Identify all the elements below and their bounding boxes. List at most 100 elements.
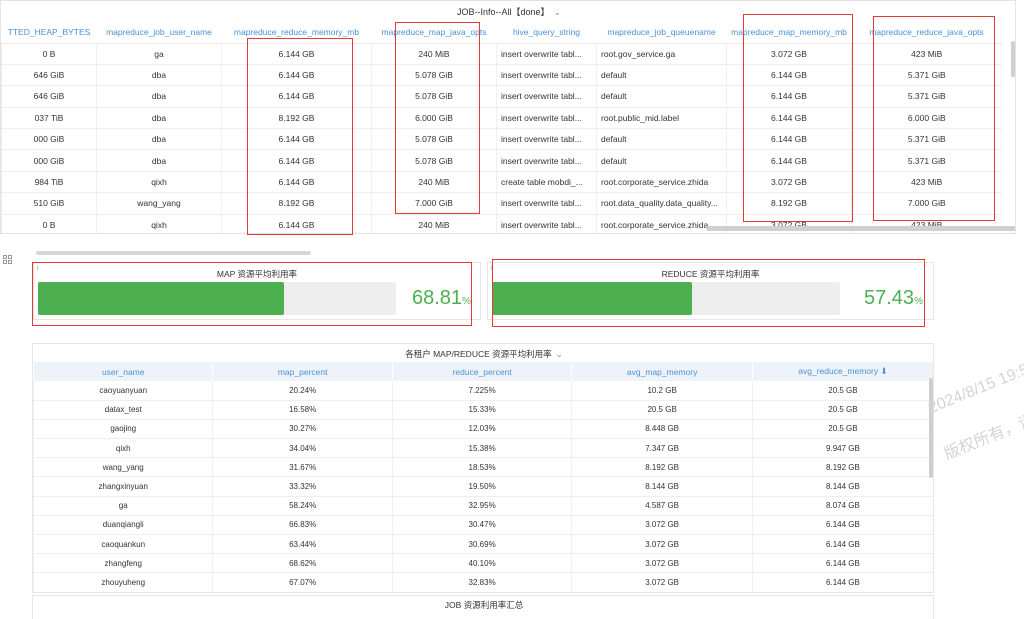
table-cell: insert overwrite tabl... xyxy=(496,85,597,108)
table-row[interactable]: caoquankun 63.44% 30.69% 3.072 GB 6.144 GB xyxy=(33,534,933,555)
table-row[interactable]: gaojing 30.27% 12.03% 8.448 GB 20.5 GB xyxy=(33,419,933,440)
table-cell: 423 MiB xyxy=(851,43,1002,65)
table-cell: 20.5 GB xyxy=(751,400,933,420)
table-cell: zhangfeng xyxy=(33,553,213,574)
table-row[interactable]: zhouyuheng 67.07% 32.83% 3.072 GB 6.144 GB xyxy=(33,572,933,592)
table-cell: 6.144 GB xyxy=(751,553,933,574)
table-cell: 6.144 GB xyxy=(221,85,372,108)
table-cell: insert overwrite tabl... xyxy=(496,214,597,233)
table-row[interactable]: 037 TiB dba 8.192 GB 6.000 GiB insert overwr… xyxy=(1,107,1002,130)
column-header[interactable]: avg_map_memory xyxy=(571,362,753,381)
job-info-table: TTED_HEAP_BYTES mapreduce_job_user_name ma… xyxy=(1,21,1002,233)
table-cell: 5.371 GiB xyxy=(851,128,1002,151)
progress-fill xyxy=(492,282,692,315)
table-cell: 20.5 GB xyxy=(571,400,753,420)
table-cell: 6.000 GiB xyxy=(371,107,497,130)
chevron-down-icon[interactable]: ⌄ xyxy=(553,7,562,17)
table-cell: qixh xyxy=(96,214,222,233)
table-row[interactable]: datax_test 16.58% 15.33% 20.5 GB 20.5 GB xyxy=(33,400,933,420)
table-cell: 20.5 GB xyxy=(751,381,933,401)
table-cell: 15.38% xyxy=(391,438,572,459)
table-cell: 40.10% xyxy=(391,553,572,574)
table-cell: caoquankun xyxy=(33,534,213,555)
vertical-scrollbar[interactable] xyxy=(1011,41,1015,77)
job-info-panel: JOB--Info--All【done】 ⌄ TTED_HEAP_BYTES map… xyxy=(0,0,1016,234)
table-cell: 8.448 GB xyxy=(571,419,753,440)
panel-title[interactable]: JOB--Info--All【done】 ⌄ xyxy=(1,5,1015,18)
watermark-text: 2024/8/15 19:52: xyxy=(926,356,1024,417)
table-cell: 3.072 GB xyxy=(571,515,753,536)
column-header[interactable]: user_name xyxy=(33,362,213,381)
table-cell: wang_yang xyxy=(33,457,213,478)
column-header[interactable]: TTED_HEAP_BYTES xyxy=(1,21,97,44)
panel-title[interactable]: JOB 资源利用率汇总 xyxy=(444,600,524,610)
table-row[interactable]: 984 TiB qixh 6.144 GB 240 MiB create table m… xyxy=(1,171,1002,194)
column-header[interactable]: mapreduce_map_java_opts xyxy=(371,21,497,44)
table-cell: 240 MiB xyxy=(371,43,497,65)
panel-title[interactable]: 各租户 MAP/REDUCE 资源平均利用率 ⌄ xyxy=(33,348,933,360)
column-header[interactable]: mapreduce_reduce_memory_mb xyxy=(221,21,372,44)
table-cell: 3.072 GB xyxy=(571,553,753,574)
table-row[interactable]: ga 58.24% 32.95% 4.587 GB 8.074 GB xyxy=(33,496,933,516)
table-cell: 9.947 GB xyxy=(751,438,933,459)
table-row[interactable]: 000 GiB dba 6.144 GB 5.078 GiB insert overwr… xyxy=(1,149,1002,172)
tenant-utilization-table: user_name map_percent reduce_percent avg_ma… xyxy=(33,362,933,592)
table-row[interactable]: zhangfeng 68.62% 40.10% 3.072 GB 6.144 GB xyxy=(33,553,933,574)
table-row[interactable]: caoyuanyuan 20.24% 7.225% 10.2 GB 20.5 GB xyxy=(33,381,933,401)
table-cell: datax_test xyxy=(33,400,213,420)
panel-title-text: 各租户 MAP/REDUCE 资源平均利用率 xyxy=(405,349,552,359)
tenant-utilization-panel: 各租户 MAP/REDUCE 资源平均利用率 ⌄ user_name map_per… xyxy=(32,343,934,593)
table-cell: default xyxy=(596,128,727,151)
column-header[interactable]: mapreduce_reduce_java_opts xyxy=(851,21,1002,44)
table-cell: duanqiangli xyxy=(33,515,213,536)
column-header[interactable]: mapreduce_job_user_name xyxy=(96,21,222,44)
reduce-utilization-gauge: i REDUCE 资源平均利用率 57.43% xyxy=(487,262,934,320)
gauge-value: 68.81% xyxy=(412,287,471,309)
vertical-scrollbar[interactable] xyxy=(929,378,933,478)
table-cell: 19.50% xyxy=(391,476,572,497)
horizontal-scrollbar[interactable] xyxy=(706,226,1015,231)
table-cell: 000 GiB xyxy=(1,149,97,172)
table-cell: gaojing xyxy=(33,419,213,440)
table-cell: 8.192 GB xyxy=(751,457,933,478)
table-cell: 7.000 GiB xyxy=(371,192,497,215)
table-cell: 510 GiB xyxy=(1,192,97,215)
chevron-down-icon[interactable]: ⌄ xyxy=(555,349,563,359)
table-cell: 63.44% xyxy=(212,534,393,555)
table-cell: 6.144 GB xyxy=(726,128,852,151)
table-cell: 8.192 GB xyxy=(571,457,753,478)
column-header[interactable]: map_percent xyxy=(212,362,393,381)
table-cell: 18.53% xyxy=(391,457,572,478)
table-cell: 646 GiB xyxy=(1,85,97,108)
table-cell: insert overwrite tabl... xyxy=(496,128,597,151)
table-row[interactable]: qixh 34.04% 15.38% 7.347 GB 9.947 GB xyxy=(33,438,933,459)
column-header[interactable]: avg_reduce_memory ⬇ xyxy=(751,362,933,381)
table-row[interactable]: 646 GiB dba 6.144 GB 5.078 GiB insert overwr… xyxy=(1,64,1002,87)
gauge-value: 57.43% xyxy=(864,287,923,309)
table-cell: 5.371 GiB xyxy=(851,149,1002,172)
table-row[interactable]: 510 GiB wang_yang 8.192 GB 7.000 GiB insert … xyxy=(1,192,1002,215)
table-row[interactable]: wang_yang 31.67% 18.53% 8.192 GB 8.192 GB xyxy=(33,457,933,478)
table-row[interactable]: 000 GiB dba 6.144 GB 5.078 GiB insert overwr… xyxy=(1,128,1002,151)
grid-icon[interactable] xyxy=(3,255,13,265)
table-cell: 6.144 GB xyxy=(221,171,372,194)
table-cell: insert overwrite tabl... xyxy=(496,107,597,130)
table-cell: 3.072 GB xyxy=(571,572,753,592)
info-icon[interactable]: i xyxy=(37,265,39,272)
table-cell: 3.072 GB xyxy=(571,534,753,555)
column-header[interactable]: hive_query_string xyxy=(496,21,597,44)
column-header[interactable]: reduce_percent xyxy=(391,362,572,381)
table-row[interactable]: duanqiangli 66.83% 30.47% 3.072 GB 6.144 GB xyxy=(33,515,933,536)
table-cell: dba xyxy=(96,85,222,108)
info-icon[interactable]: i xyxy=(491,265,493,272)
column-header[interactable]: mapreduce_map_memory_mb xyxy=(726,21,852,44)
column-header[interactable]: mapreduce_job_queuename xyxy=(596,21,727,44)
table-row[interactable]: zhangxinyuan 33.32% 19.50% 8.144 GB 8.144 GB xyxy=(33,476,933,497)
table-cell: default xyxy=(596,85,727,108)
table-cell: 8.144 GB xyxy=(751,476,933,497)
horizontal-scrollbar[interactable] xyxy=(36,251,311,255)
table-row[interactable]: 646 GiB dba 6.144 GB 5.078 GiB insert overwr… xyxy=(1,85,1002,108)
table-cell: insert overwrite tabl... xyxy=(496,192,597,215)
